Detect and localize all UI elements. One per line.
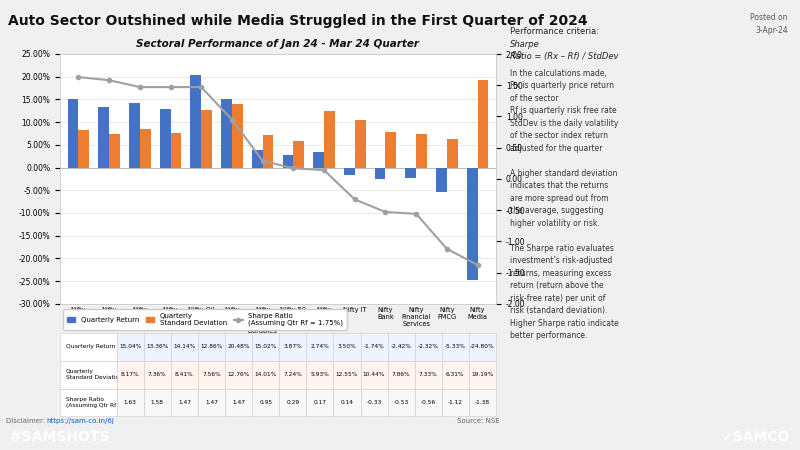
Bar xyxy=(129,104,140,167)
Bar xyxy=(294,140,304,167)
Bar xyxy=(314,152,324,167)
Text: In the calculations made,
Rx is quarterly price return
of the sector
Rf is quart: In the calculations made, Rx is quarterl… xyxy=(510,68,619,340)
Bar xyxy=(252,150,262,167)
Bar xyxy=(324,111,335,167)
Text: Disclaimer:: Disclaimer: xyxy=(6,418,48,424)
Text: Performance criteria:: Performance criteria: xyxy=(510,27,599,36)
Bar xyxy=(406,167,416,178)
Bar xyxy=(354,120,366,167)
Bar xyxy=(190,75,202,167)
Bar xyxy=(467,167,478,280)
Text: Auto Sector Outshined while Media Struggled in the First Quarter of 2024: Auto Sector Outshined while Media Strugg… xyxy=(8,14,588,27)
Text: #SAMSHOTS: #SAMSHOTS xyxy=(10,430,109,444)
Bar xyxy=(202,110,212,167)
Bar xyxy=(232,104,242,167)
Bar xyxy=(447,139,458,167)
Bar xyxy=(478,81,488,167)
Text: ✓SAMCO: ✓SAMCO xyxy=(722,430,790,444)
Bar xyxy=(221,99,232,167)
Bar xyxy=(68,99,78,167)
Text: Posted on
3-Apr-24: Posted on 3-Apr-24 xyxy=(750,14,788,35)
Bar xyxy=(416,134,427,167)
Title: Sectoral Performance of Jan 24 - Mar 24 Quarter: Sectoral Performance of Jan 24 - Mar 24 … xyxy=(137,39,419,49)
Bar xyxy=(344,167,354,176)
Bar xyxy=(160,109,170,167)
Bar xyxy=(436,167,447,192)
Bar xyxy=(78,130,89,167)
Bar xyxy=(140,129,150,167)
Bar xyxy=(170,133,182,167)
Bar xyxy=(262,135,274,167)
Text: Ratio = (Rx – Rf) / StdDev: Ratio = (Rx – Rf) / StdDev xyxy=(510,52,619,61)
Legend: Quarterly Return, Quarterly
Standard Deviation, Sharpe Ratio
(Assuming Qtr Rf = : Quarterly Return, Quarterly Standard Dev… xyxy=(63,309,346,330)
Bar xyxy=(282,155,294,167)
Text: Sharpe: Sharpe xyxy=(510,40,540,49)
Bar xyxy=(374,167,386,179)
Bar xyxy=(386,132,396,167)
Text: Source: NSE: Source: NSE xyxy=(458,418,500,424)
Text: https://sam-co.in/6j: https://sam-co.in/6j xyxy=(46,418,114,424)
Bar xyxy=(109,134,120,167)
Bar xyxy=(98,107,109,167)
